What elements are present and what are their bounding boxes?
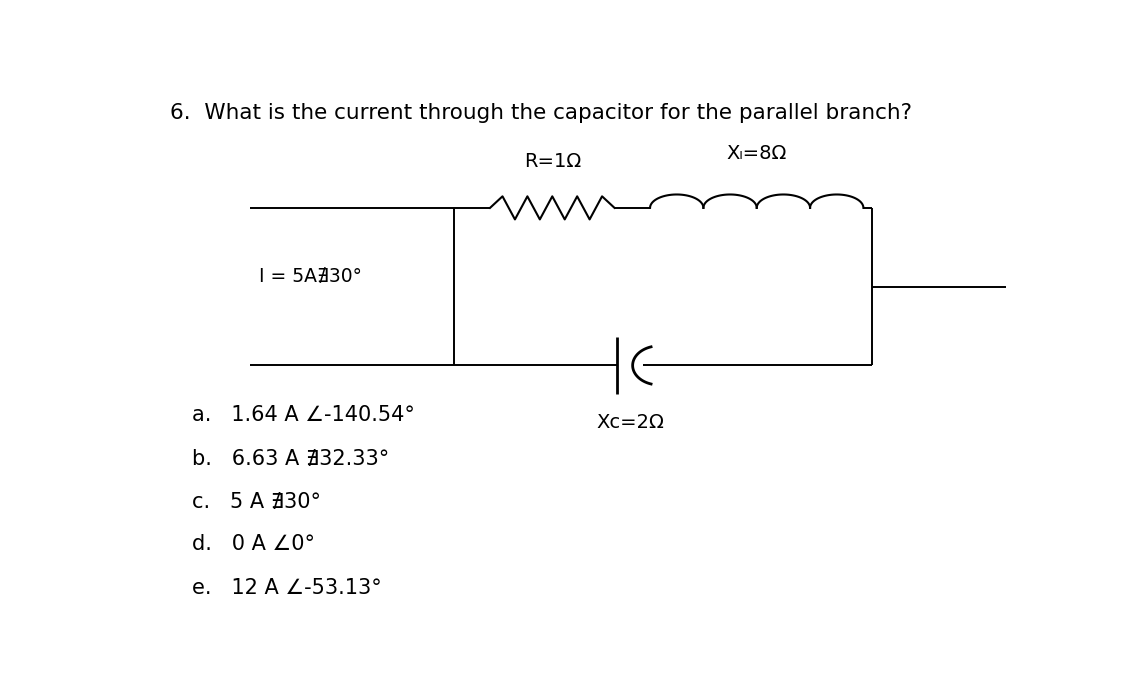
Text: a.   1.64 A ∠-140.54°: a. 1.64 A ∠-140.54° [193, 405, 415, 426]
Text: c.   5 A ∄30°: c. 5 A ∄30° [193, 492, 321, 512]
Text: Xc=2Ω: Xc=2Ω [596, 413, 664, 432]
Text: R=1Ω: R=1Ω [524, 152, 580, 171]
Text: Xₗ=8Ω: Xₗ=8Ω [726, 144, 787, 163]
Text: e.   12 A ∠-53.13°: e. 12 A ∠-53.13° [193, 578, 382, 597]
Text: 6.  What is the current through the capacitor for the parallel branch?: 6. What is the current through the capac… [170, 103, 912, 123]
Text: b.   6.63 A ∄32.33°: b. 6.63 A ∄32.33° [193, 448, 390, 469]
Text: d.   0 A ∠0°: d. 0 A ∠0° [193, 535, 315, 554]
Text: I = 5A∄30°: I = 5A∄30° [259, 267, 361, 286]
